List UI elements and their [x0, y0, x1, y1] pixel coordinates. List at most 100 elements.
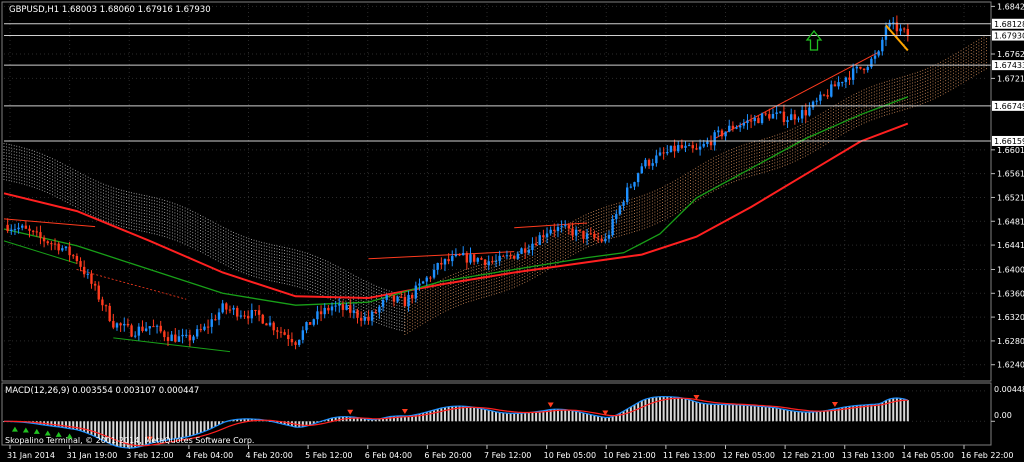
- price-tick-label: 1.64000: [997, 265, 1024, 274]
- buy-signal-mark: [33, 428, 40, 434]
- macd-bar: [403, 416, 406, 422]
- price-tick-label: 1.64410: [997, 241, 1024, 250]
- macd-bar: [775, 408, 778, 422]
- macd-panel[interactable]: MACD(12,26,9) 0.003554 0.003107 0.000447…: [1, 382, 1024, 449]
- candle-body: [771, 113, 775, 119]
- candle-body: [345, 305, 348, 310]
- candle-body: [330, 306, 334, 311]
- macd-bar: [906, 400, 909, 422]
- candle-body: [687, 145, 691, 147]
- candle-body: [82, 266, 86, 275]
- candle-body: [192, 336, 195, 341]
- macd-bar: [156, 421, 159, 442]
- macd-bar: [414, 414, 417, 422]
- candle-body: [323, 307, 326, 315]
- macd-bar: [378, 418, 381, 422]
- candle-body: [669, 145, 673, 152]
- candle-body: [819, 94, 822, 101]
- candle-body: [17, 227, 20, 230]
- macd-bar: [611, 416, 614, 422]
- macd-bar: [159, 421, 162, 441]
- time-tick-label: 10 Feb 21:00: [603, 451, 655, 460]
- candle-body: [640, 166, 643, 174]
- macd-bar: [779, 408, 782, 422]
- macd-bar: [884, 400, 887, 422]
- macd-signal-marks: [11, 394, 838, 442]
- candle-body: [487, 261, 490, 266]
- candle-body: [152, 326, 155, 328]
- candle-body: [534, 243, 538, 245]
- candle-body: [724, 131, 727, 137]
- macd-bar: [148, 421, 151, 444]
- macd-bar: [367, 419, 370, 422]
- candle-body: [185, 334, 188, 336]
- candle-body: [126, 323, 130, 326]
- time-tick-label: 16 Feb 22:00: [961, 451, 1013, 460]
- macd-bar: [855, 405, 858, 422]
- candle-body: [177, 336, 181, 342]
- macd-bar: [757, 406, 760, 422]
- candle-body: [567, 225, 571, 229]
- macd-bar: [604, 417, 607, 422]
- candle-body: [119, 323, 122, 326]
- candle-body: [578, 229, 582, 231]
- candle-body: [695, 148, 698, 150]
- macd-bar: [181, 421, 184, 438]
- macd-bar: [852, 405, 855, 422]
- macd-bar: [771, 407, 774, 422]
- macd-bar: [86, 421, 89, 434]
- candle-body: [902, 28, 906, 30]
- candle-body: [141, 326, 144, 331]
- candle-body: [414, 285, 418, 299]
- macd-bar: [812, 411, 815, 422]
- candle-body: [334, 305, 337, 307]
- price-tick-label: 1.62400: [997, 361, 1024, 370]
- candle-body: [713, 132, 716, 146]
- candle-body: [844, 77, 848, 83]
- macd-bar: [130, 421, 133, 448]
- candle-body: [877, 51, 880, 56]
- candle-body: [731, 125, 735, 129]
- time-tick-label: 4 Feb 20:00: [246, 451, 293, 460]
- main-chart-panel[interactable]: 1.68128 1.67930 1.67433 1.66749 1.66159 1.68…: [1, 1, 1024, 382]
- macd-bar: [360, 418, 363, 422]
- candle-body: [123, 323, 126, 326]
- macd-bar: [451, 406, 454, 422]
- candle-body: [155, 325, 159, 327]
- macd-bar: [232, 419, 235, 422]
- price-tick-label: 1.65610: [997, 170, 1024, 179]
- candle-body: [144, 328, 148, 331]
- macd-bar: [764, 406, 767, 422]
- macd-bar: [673, 397, 676, 422]
- candle-body: [516, 253, 520, 259]
- macd-bar: [119, 421, 122, 448]
- macd-bar: [870, 404, 873, 422]
- candle-body: [246, 315, 250, 319]
- macd-bar: [54, 421, 57, 427]
- macd-bar: [389, 416, 392, 422]
- macd-bar: [837, 408, 840, 422]
- candle-body: [72, 255, 75, 257]
- candle-body: [389, 295, 392, 297]
- candle-body: [658, 152, 662, 156]
- price-tick-label: 1.68420: [997, 2, 1024, 11]
- macd-bar: [396, 415, 399, 422]
- candle-body: [604, 238, 607, 242]
- candle-body: [895, 22, 899, 32]
- candle-body: [137, 326, 141, 336]
- candle-body: [400, 296, 403, 298]
- macd-bar: [97, 421, 100, 439]
- candle-body: [174, 334, 177, 342]
- macd-bar: [301, 421, 304, 427]
- candle-body: [811, 101, 815, 108]
- candle-body: [899, 28, 902, 32]
- macd-bar: [447, 406, 450, 422]
- level-label: 1.67930: [994, 32, 1024, 41]
- macd-bar: [327, 419, 330, 422]
- candle-body: [556, 227, 560, 232]
- candle-body: [826, 95, 829, 97]
- macd-bar: [196, 421, 199, 435]
- candle-body: [163, 331, 166, 338]
- candle-body: [301, 330, 305, 340]
- candle-body: [870, 58, 873, 68]
